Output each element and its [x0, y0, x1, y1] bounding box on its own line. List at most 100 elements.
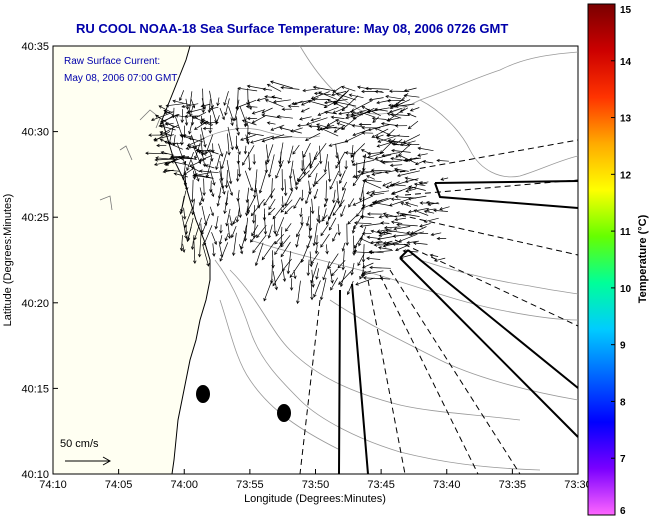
current-vector [236, 124, 240, 136]
current-vector [252, 234, 267, 254]
current-vector [227, 224, 232, 240]
current-vector [203, 225, 213, 246]
current-vector [291, 100, 311, 106]
current-vector [202, 244, 210, 267]
current-vector [269, 260, 274, 284]
current-vector [289, 278, 294, 291]
current-vector [368, 250, 393, 255]
current-vector [388, 199, 408, 207]
current-vector [252, 154, 257, 165]
current-vector [351, 99, 373, 112]
current-vector [419, 201, 434, 205]
current-vector [230, 225, 237, 239]
current-vector [321, 214, 328, 222]
current-vector [396, 222, 418, 227]
current-vector [153, 161, 170, 166]
current-vector [256, 97, 267, 102]
current-vector [189, 158, 207, 168]
current-vector [419, 223, 431, 228]
y-tick-label: 40:30 [21, 127, 49, 139]
current-vector [165, 103, 184, 108]
current-vector [268, 207, 276, 216]
current-vector [338, 188, 347, 208]
current-vector [361, 131, 374, 135]
current-vector [404, 176, 418, 181]
current-vector [320, 224, 329, 237]
current-vector [275, 160, 284, 179]
current-vector [246, 196, 256, 213]
current-vector [304, 187, 312, 205]
current-vector [198, 197, 203, 206]
current-vector [228, 106, 235, 122]
current-vector [191, 116, 204, 122]
current-vector [400, 202, 412, 207]
current-vector [389, 107, 402, 114]
current-vector [211, 232, 218, 245]
current-vector [181, 154, 197, 160]
current-vector [268, 198, 276, 211]
current-vector [317, 214, 322, 224]
colorbar-tick-label: 8 [620, 397, 626, 408]
current-vector [272, 271, 278, 291]
current-vector [153, 134, 174, 141]
current-vector [212, 243, 216, 257]
current-vector [404, 201, 419, 207]
scale-label: 50 cm/s [60, 438, 99, 450]
current-vector [216, 197, 220, 207]
current-vector [359, 222, 384, 228]
current-vector [399, 107, 409, 113]
current-vector [326, 98, 345, 109]
current-vector [198, 169, 219, 174]
current-vector [219, 178, 226, 195]
current-vector [330, 277, 339, 291]
current-vector [237, 86, 258, 92]
current-vector [390, 220, 403, 224]
current-vector [219, 107, 225, 121]
current-vector [299, 116, 312, 121]
current-vector [273, 216, 277, 235]
current-vector [353, 221, 372, 225]
current-vector [224, 197, 229, 207]
current-vector [214, 215, 219, 230]
current-vector [249, 234, 258, 243]
current-vector [326, 119, 339, 127]
current-vector [310, 262, 319, 284]
current-vector [170, 154, 182, 158]
current-vector [413, 209, 429, 216]
current-vector [210, 188, 215, 198]
current-vector [394, 169, 405, 173]
current-vector [274, 241, 284, 256]
current-vector [309, 151, 318, 169]
current-vector [148, 133, 166, 137]
buoy-marker-2 [277, 404, 291, 422]
current-vector [352, 196, 372, 206]
current-vector [185, 107, 206, 114]
current-vector [381, 160, 402, 165]
current-vector [390, 197, 401, 201]
current-vector [325, 204, 336, 226]
current-vector [308, 162, 320, 178]
current-vector [199, 187, 205, 203]
current-vector [359, 214, 375, 219]
current-vector [287, 104, 300, 108]
figure-title: RU COOL NOAA-18 Sea Surface Temperature:… [76, 21, 508, 36]
current-vector [370, 240, 383, 245]
current-vector [224, 169, 229, 189]
current-vector [280, 85, 300, 90]
current-vector [295, 233, 300, 248]
current-vector [404, 178, 419, 184]
current-vector [310, 198, 315, 215]
current-vector [272, 99, 291, 104]
x-tick-label: 73:30 [564, 479, 592, 491]
current-vector [251, 115, 266, 124]
current-vector [245, 134, 250, 145]
map-plot-area: Raw Surface Current: May 08, 2006 07:00 … [52, 45, 579, 475]
current-vector [285, 223, 292, 232]
current-vector [342, 181, 348, 191]
current-vector [317, 106, 339, 116]
current-vector [361, 244, 366, 263]
current-vector [367, 152, 384, 159]
buoy-marker-1 [196, 385, 210, 403]
current-vector [362, 262, 374, 269]
current-vector [280, 199, 293, 213]
